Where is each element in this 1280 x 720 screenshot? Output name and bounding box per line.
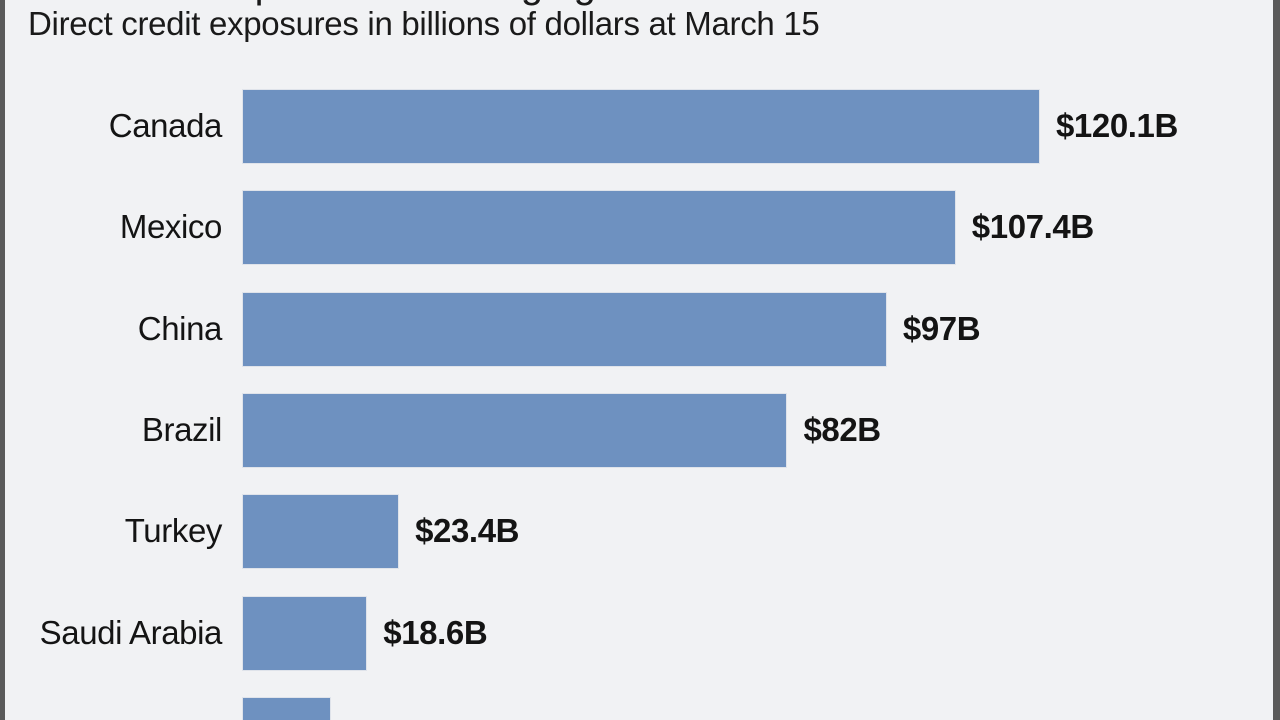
bar-value-label: $107.4B xyxy=(971,208,1094,246)
chart-bar-row: Turkey $23.4B xyxy=(5,494,1273,570)
chart-bar xyxy=(242,190,956,266)
chart-bar xyxy=(242,595,368,671)
bar-value-label: $23.4B xyxy=(415,512,520,550)
bar-value-label: $18.6B xyxy=(383,613,488,651)
bar-value-label: $82B xyxy=(803,410,881,448)
chart-bar-row: China $97B xyxy=(5,291,1273,367)
category-label: China xyxy=(137,309,223,347)
chart-bar-row: Mexico $107.4B xyxy=(5,190,1273,266)
category-label: Russia xyxy=(5,697,223,720)
category-label: Brazil xyxy=(141,410,223,448)
chart-bar xyxy=(242,696,332,720)
chart-bar xyxy=(242,291,887,367)
category-label: Canada xyxy=(108,107,223,144)
chart-bar-row: Brazil $82B xyxy=(5,392,1273,468)
category-label: Saudi Arabia xyxy=(39,613,223,651)
chart-bar xyxy=(242,89,1040,164)
clipped-headline: U.S. bank exposure to emerging markets xyxy=(28,0,1208,8)
bar-value-label: $120.1B xyxy=(1055,107,1178,144)
category-label: Turkey xyxy=(124,512,223,550)
chart-subtitle: Direct credit exposures in billions of d… xyxy=(28,5,820,42)
chart-bar-row: Russia $13.2B xyxy=(5,696,1273,720)
chart-bar xyxy=(242,494,400,570)
chart-bar xyxy=(242,392,788,468)
chart-bar-row: Saudi Arabia $18.6B xyxy=(5,595,1273,671)
chart-bar-row: Canada $120.1B xyxy=(5,89,1273,164)
category-label: Mexico xyxy=(119,208,223,246)
bar-value-label: $13.2B xyxy=(347,697,451,720)
bar-value-label: $97B xyxy=(902,309,981,347)
bar-chart-plot-area: Canada $120.1B Mexico $107.4B China $97B Brazi… xyxy=(5,0,1273,720)
